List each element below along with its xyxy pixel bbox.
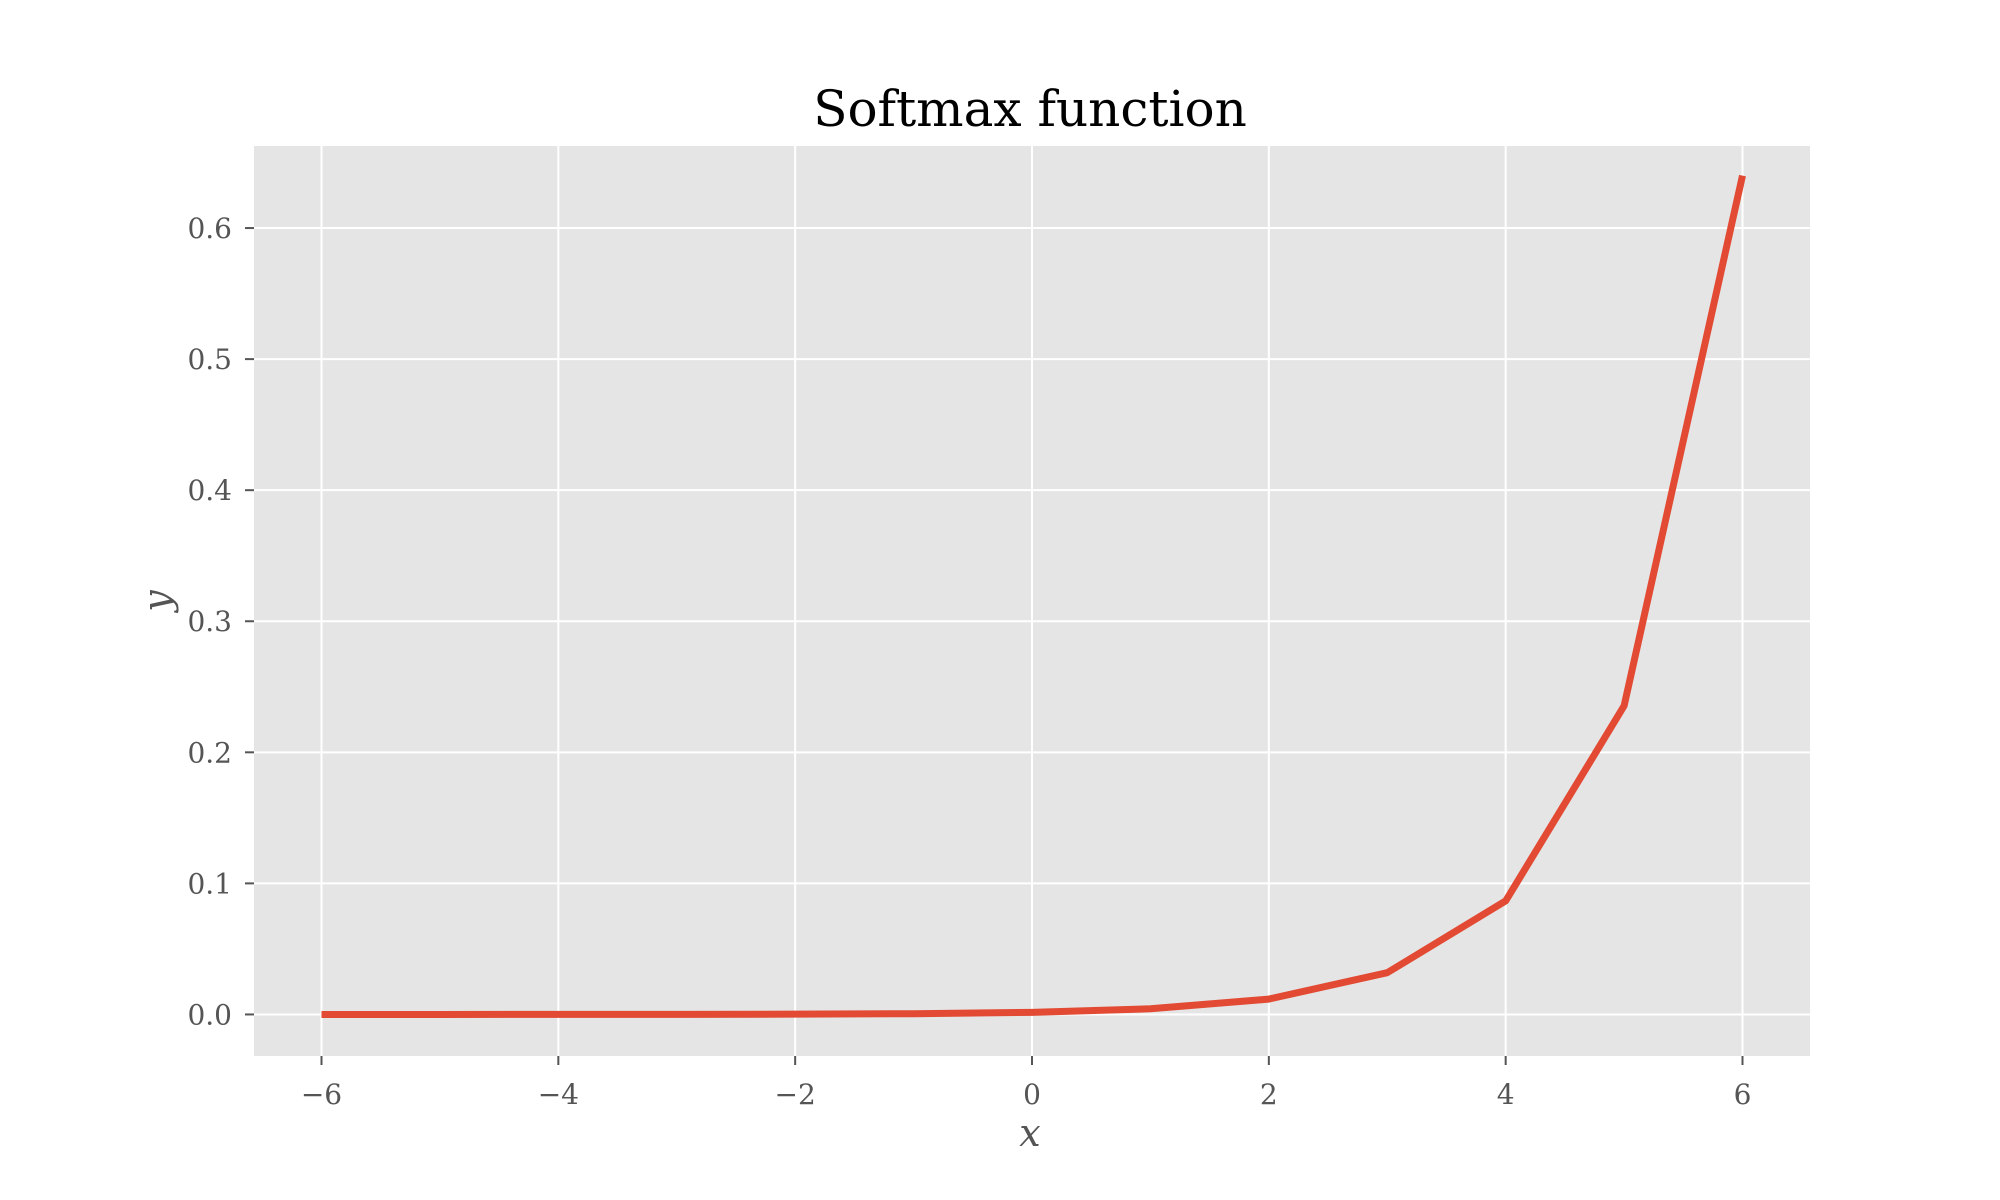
- y-tick-label: 0.3: [187, 605, 232, 638]
- x-axis-label: x: [1019, 1111, 1040, 1155]
- axis-layer: −6 −4 −2 0 2 4 6 0.0 0.1 0.2 0.3 0.4 0.5 0.6: [187, 212, 1751, 1111]
- x-tick-label: 4: [1497, 1078, 1515, 1111]
- y-tick-label: 0.6: [187, 212, 232, 245]
- x-tick-label: 0: [1023, 1078, 1041, 1111]
- y-tick-label: 0.4: [187, 474, 232, 507]
- y-tick-label: 0.2: [187, 736, 232, 769]
- y-tick-label: 0.1: [187, 867, 232, 900]
- y-tick-label: 0.5: [187, 343, 232, 376]
- x-tick-label: 2: [1260, 1078, 1278, 1111]
- y-tick-label: 0.0: [187, 998, 232, 1031]
- x-tick-label: −4: [538, 1078, 579, 1111]
- y-axis-label: y: [135, 590, 179, 614]
- series-line-0: [321, 174, 1746, 1018]
- series-layer: [321, 174, 1746, 1018]
- x-tick-label: 6: [1734, 1078, 1752, 1111]
- chart-title: Softmax function: [813, 80, 1247, 138]
- x-tick-label: −6: [301, 1078, 342, 1111]
- x-tick-label: −2: [775, 1078, 816, 1111]
